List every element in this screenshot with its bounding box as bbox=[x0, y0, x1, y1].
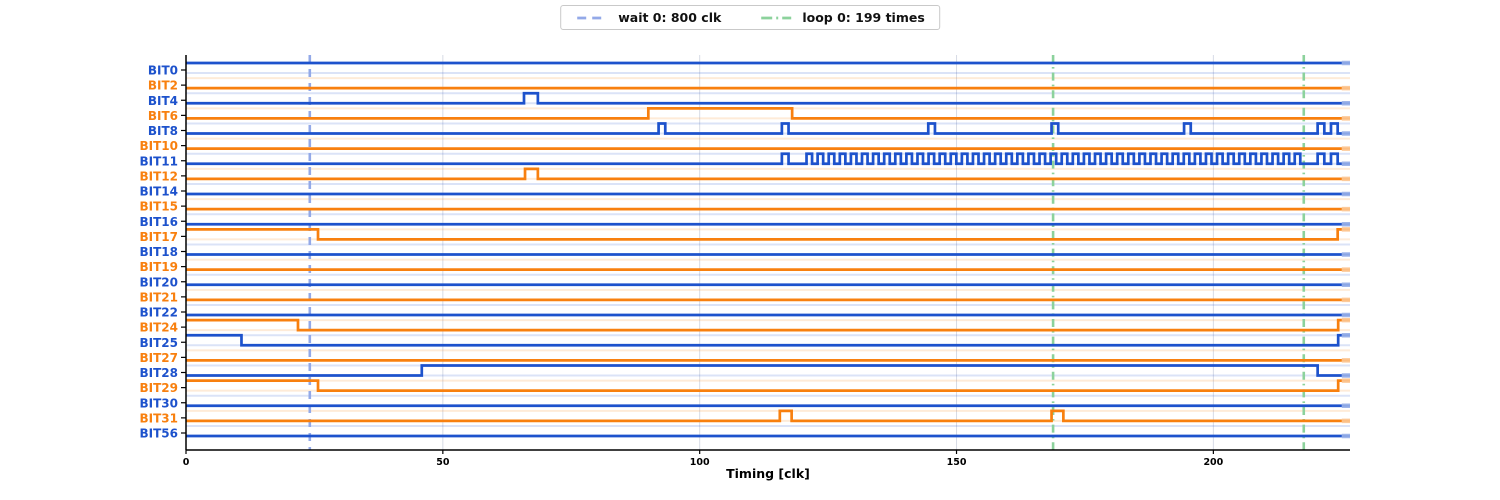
signal-trace-BIT31 bbox=[186, 409, 1342, 423]
y-label-BIT11: BIT11 bbox=[140, 154, 179, 168]
y-label-BIT21: BIT21 bbox=[140, 290, 179, 304]
y-label-BIT6: BIT6 bbox=[148, 109, 178, 123]
y-label-BIT31: BIT31 bbox=[140, 411, 179, 425]
x-tick-label-50: 50 bbox=[436, 457, 450, 468]
legend-label-loop: loop 0: 199 times bbox=[802, 10, 925, 25]
signal-trace-BIT17 bbox=[186, 228, 1342, 241]
y-label-BIT20: BIT20 bbox=[140, 275, 179, 289]
y-label-BIT56: BIT56 bbox=[140, 427, 179, 441]
signal-trace-BIT29 bbox=[186, 379, 1342, 392]
signal-trace-BIT11 bbox=[186, 152, 1342, 166]
y-label-BIT0: BIT0 bbox=[148, 64, 178, 78]
y-label-BIT10: BIT10 bbox=[140, 139, 179, 153]
y-label-BIT19: BIT19 bbox=[140, 260, 179, 274]
legend-item-loop: loop 0: 199 times bbox=[759, 10, 925, 25]
signal-trace-BIT6 bbox=[186, 107, 1342, 120]
y-label-BIT29: BIT29 bbox=[140, 381, 179, 395]
signal-trace-BIT12 bbox=[186, 167, 1342, 181]
y-label-BIT30: BIT30 bbox=[140, 396, 179, 410]
x-tick-label-150: 150 bbox=[947, 457, 967, 468]
y-label-BIT27: BIT27 bbox=[140, 351, 179, 365]
x-axis-title: Timing [clk] bbox=[726, 466, 810, 481]
y-label-BIT4: BIT4 bbox=[148, 94, 178, 108]
signal-trace-BIT4 bbox=[186, 91, 1342, 105]
wait-line-sample bbox=[577, 16, 608, 19]
y-label-BIT18: BIT18 bbox=[140, 245, 179, 259]
x-tick-label-0: 0 bbox=[183, 457, 190, 468]
y-label-BIT24: BIT24 bbox=[140, 321, 179, 335]
x-tick-label-200: 200 bbox=[1203, 457, 1223, 468]
y-label-BIT25: BIT25 bbox=[140, 336, 179, 350]
y-label-BIT15: BIT15 bbox=[140, 200, 179, 214]
y-label-BIT12: BIT12 bbox=[140, 169, 179, 183]
signal-trace-BIT28 bbox=[186, 364, 1342, 377]
legend-label-wait: wait 0: 800 clk bbox=[618, 10, 722, 25]
signal-trace-BIT24 bbox=[186, 318, 1342, 332]
y-label-BIT2: BIT2 bbox=[148, 79, 178, 93]
y-label-BIT14: BIT14 bbox=[140, 185, 179, 199]
y-label-BIT17: BIT17 bbox=[140, 230, 179, 244]
signal-trace-BIT25 bbox=[186, 333, 1342, 347]
y-label-BIT22: BIT22 bbox=[140, 306, 179, 320]
y-label-BIT16: BIT16 bbox=[140, 215, 179, 229]
legend-item-wait: wait 0: 800 clk bbox=[575, 10, 721, 25]
loop-line-sample bbox=[761, 16, 792, 19]
y-label-BIT28: BIT28 bbox=[140, 366, 179, 380]
signal-trace-BIT8 bbox=[186, 122, 1342, 135]
legend: wait 0: 800 clk loop 0: 199 times bbox=[560, 5, 940, 30]
y-label-BIT8: BIT8 bbox=[148, 124, 178, 138]
x-tick-label-100: 100 bbox=[690, 457, 710, 468]
